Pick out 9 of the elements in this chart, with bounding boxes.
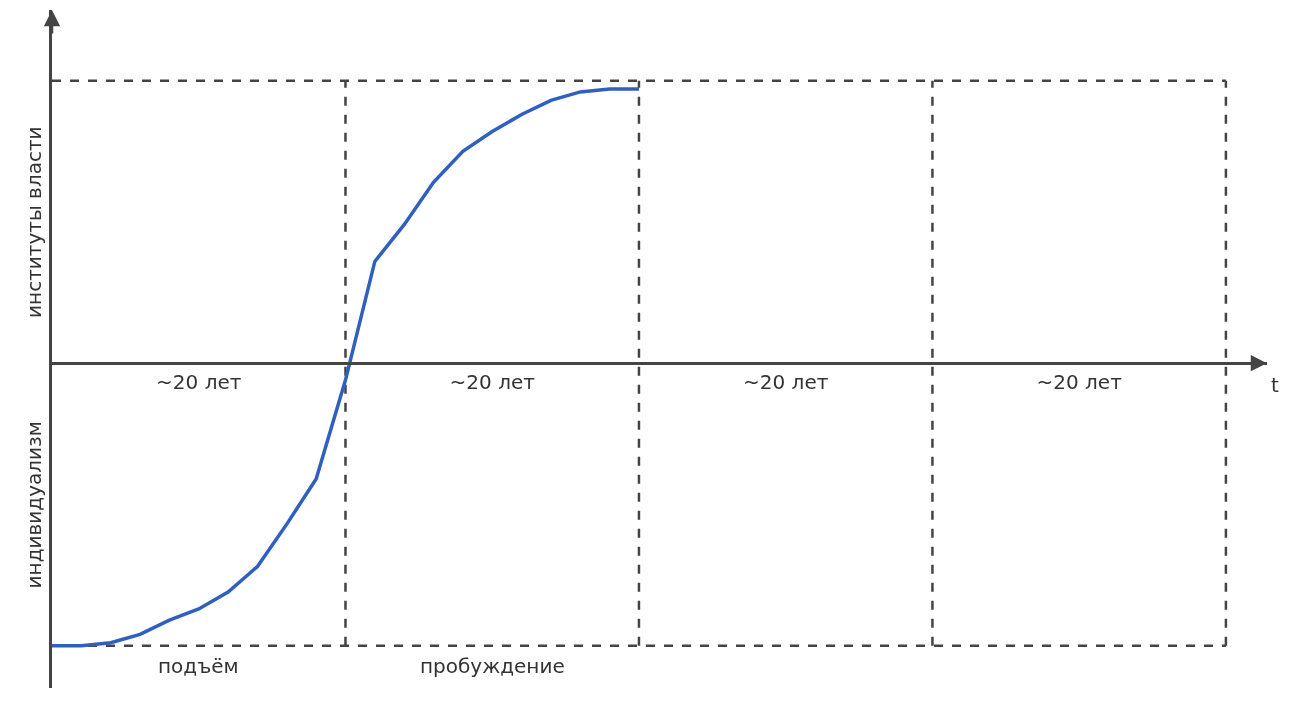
x-tick-label: ~20 лет [743,369,829,394]
y-axis-title: институты власти [22,126,47,318]
x-axis-title: t [1271,373,1279,397]
x-tick-label: ~20 лет [1036,369,1123,394]
x-tick-label: ~20 лет [449,369,536,394]
x-tick-label: ~20 лет [156,369,242,394]
text: подъём [158,654,239,678]
text: пробуждение [420,654,565,678]
text: индивидуализм [21,421,46,589]
